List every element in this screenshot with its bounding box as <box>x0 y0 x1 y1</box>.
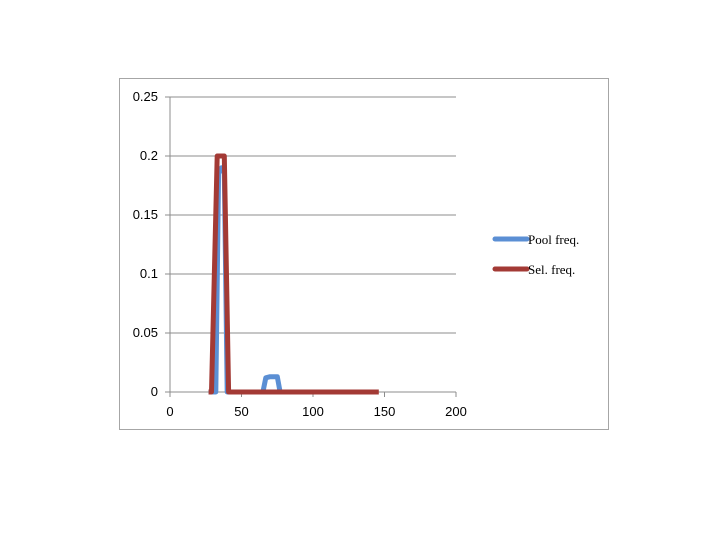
x-tick-label: 0 <box>166 404 173 419</box>
series-lines <box>208 153 379 395</box>
y-tick-label: 0.15 <box>133 207 158 222</box>
legend-label-pool-freq: Pool freq. <box>528 232 579 247</box>
y-tick-labels: 0 0.05 0.1 0.15 0.2 0.25 <box>133 89 158 399</box>
x-tick-label: 100 <box>302 404 324 419</box>
x-tick-label: 200 <box>445 404 467 419</box>
y-tick-label: 0.05 <box>133 325 158 340</box>
x-tick-labels: 0 50 100 150 200 <box>166 404 466 419</box>
y-tick-label: 0.25 <box>133 89 158 104</box>
x-tick-label: 50 <box>234 404 248 419</box>
series-line-sel-freq <box>208 153 379 395</box>
legend: Pool freq. Sel. freq. <box>492 232 579 277</box>
axes <box>165 96 457 397</box>
y-tick-label: 0.1 <box>140 266 158 281</box>
x-tick-label: 150 <box>374 404 396 419</box>
y-tick-label: 0 <box>151 384 158 399</box>
legend-label-sel-freq: Sel. freq. <box>528 262 575 277</box>
series-line-pool-freq <box>208 165 378 395</box>
chart-frame <box>119 78 609 430</box>
y-tick-label: 0.2 <box>140 148 158 163</box>
